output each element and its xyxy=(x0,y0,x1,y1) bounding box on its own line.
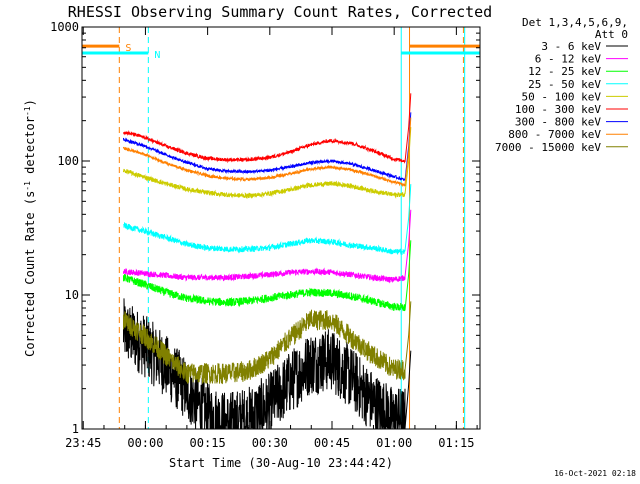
y-axis-label-sup1: -1 xyxy=(23,181,32,191)
chart-title: RHESSI Observing Summary Count Rates, Co… xyxy=(68,3,492,21)
y-axis-label-sup2: -1 xyxy=(23,106,32,116)
y-axis-label-main: Corrected Count Rate (s xyxy=(23,191,37,357)
legend-entry-label: 3 - 6 keV xyxy=(541,40,601,53)
y-axis-label: Corrected Count Rate (s-1 detector-1) xyxy=(23,99,38,357)
series-line xyxy=(123,117,412,188)
y-tick-label: 100 xyxy=(57,154,79,168)
legend-entry-label: 100 - 300 keV xyxy=(515,103,601,116)
legend-entry-label: 12 - 25 keV xyxy=(528,65,601,78)
legend-entry-label: 300 - 800 keV xyxy=(515,116,601,129)
flag-label: N xyxy=(154,50,160,61)
legend-entry-label: 6 - 12 keV xyxy=(535,53,602,66)
plot-frame xyxy=(81,26,481,430)
series-line xyxy=(123,209,412,284)
legend-entry-label: 7000 - 15000 keV xyxy=(495,141,601,154)
series-line xyxy=(123,240,412,312)
x-tick-label: 00:30 xyxy=(252,436,288,450)
x-tick-label: 23:45 xyxy=(65,436,101,450)
series-line xyxy=(123,184,412,255)
series-line xyxy=(123,93,412,164)
y-axis-label-end: ) xyxy=(23,99,37,106)
series-line xyxy=(123,301,412,385)
series-line xyxy=(123,127,412,200)
series-line xyxy=(123,112,412,181)
x-tick-label: 01:15 xyxy=(438,436,474,450)
y-tick-label: 1 xyxy=(72,422,79,436)
legend-header-line-2: Att 0 xyxy=(595,28,628,41)
legend-header-line-1: Det 1,3,4,5,6,9, xyxy=(522,16,628,29)
x-tick-label: 00:45 xyxy=(314,436,350,450)
y-axis-label-mid: detector xyxy=(23,116,37,181)
plot-area: SN xyxy=(82,27,480,429)
x-axis-label: Start Time (30-Aug-10 23:44:42) xyxy=(169,456,393,470)
x-tick-label: 00:00 xyxy=(127,436,163,450)
axes: 23:45 00:00 00:15 00:30 00:45 01:00 01:15 1 10 10… xyxy=(50,20,480,450)
legend-entry-label: 50 - 100 keV xyxy=(522,90,602,103)
y-tick-label: 1000 xyxy=(50,20,79,34)
flag-label: S xyxy=(125,43,131,54)
legend-entry-label: 800 - 7000 keV xyxy=(508,128,601,141)
x-tick-label: 00:15 xyxy=(190,436,226,450)
y-tick-label: 10 xyxy=(65,288,79,302)
footer-date: 16-Oct-2021 02:18 xyxy=(554,469,636,478)
legend-entry-label: 25 - 50 keV xyxy=(528,78,601,91)
x-tick-label: 01:00 xyxy=(376,436,412,450)
